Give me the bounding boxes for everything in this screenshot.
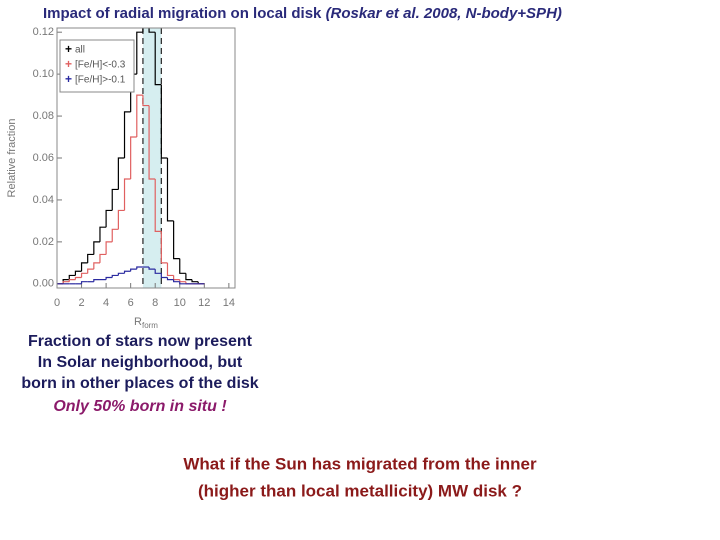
x-tick-label: 10: [174, 297, 186, 309]
histogram-step: [87, 253, 94, 263]
histogram-step: [105, 209, 113, 228]
legend-marker: +: [65, 57, 72, 71]
y-tick-label: 0.06: [33, 152, 54, 164]
y-tick-label: 0.00: [33, 278, 54, 290]
histogram-step: [154, 269, 162, 274]
histogram-step: [74, 270, 82, 276]
histogram-step: [142, 28, 144, 33]
x-tick-label: 6: [128, 297, 134, 309]
highlight-band: [142, 28, 162, 288]
histogram-step: [130, 268, 137, 272]
histogram-step: [154, 32, 162, 86]
plot: 0.00 0.02 0.04 0.06 0.08 0.10 0.12 0 2 4 6 8 10 12 14 +…: [6, 26, 236, 330]
legend-box: [59, 39, 135, 93]
y-tick-label: 0.02: [33, 236, 54, 248]
citation: (Roskar et al. 2008, N-body+SPH): [326, 5, 562, 22]
histogram-step: [68, 274, 76, 280]
note: Only 50% born in situ !: [53, 398, 227, 415]
histogram-step: [87, 268, 94, 274]
histogram-step: [136, 266, 143, 270]
caption-line: Fraction of stars now present: [28, 333, 253, 350]
histogram-step: [111, 228, 119, 242]
x-label-sub: form: [142, 321, 158, 330]
legend-marker: +: [65, 42, 72, 56]
x-tick-label: 0: [54, 297, 60, 309]
x-tick-label: 14: [223, 297, 235, 309]
histogram-step: [93, 279, 100, 282]
histogram-step: [123, 111, 131, 158]
histogram-step: [93, 241, 100, 255]
histogram-step: [160, 273, 168, 279]
histogram-step: [105, 241, 113, 255]
histogram-step: [160, 84, 168, 159]
histogram-step: [166, 158, 174, 222]
histogram-step: [173, 275, 180, 281]
histogram-step: [179, 281, 186, 285]
histogram-step: [117, 272, 125, 276]
y-tick-label: 0.10: [33, 68, 54, 80]
y-tick-label: 0.08: [33, 110, 54, 122]
histogram-step: [148, 28, 156, 33]
question-line: (higher than local metallicity) MW disk …: [198, 481, 522, 500]
histogram-step: [111, 188, 119, 211]
histogram-step: [136, 94, 143, 138]
histogram-step: [123, 270, 131, 274]
x-tick-label: 4: [103, 297, 109, 309]
slide-title: Impact of radial migration on local disk…: [43, 5, 562, 22]
plot-frame: [56, 27, 236, 289]
question-line: What if the Sun has migrated from the in…: [183, 454, 537, 473]
title-text: Impact of radial migration on local disk: [43, 5, 322, 22]
histogram-step: [173, 220, 180, 260]
caption-line: born in other places of the disk: [21, 375, 258, 392]
histogram-step: [117, 157, 125, 190]
caption-line: In Solar neighborhood, but: [38, 354, 243, 371]
histogram-step: [117, 209, 125, 230]
y-tick-label: 0.12: [33, 26, 54, 38]
histogram-step: [166, 277, 174, 281]
histogram-step: [191, 279, 199, 283]
histogram-step: [123, 178, 131, 211]
histogram-step: [130, 136, 137, 179]
histogram-step: [105, 276, 113, 280]
histogram-step: [80, 272, 88, 278]
x-axis-label: Rform: [134, 316, 158, 330]
histogram-step: [148, 105, 156, 180]
legend-label: [Fe/H]<-0.3: [75, 60, 126, 71]
y-axis-label: Relative fraction: [6, 119, 18, 198]
y-tick-label: 0.04: [33, 194, 54, 206]
legend-label: all: [75, 45, 85, 56]
histogram-step: [179, 279, 186, 283]
histogram-step: [179, 258, 186, 274]
histogram-step: [99, 253, 107, 263]
legend-marker: +: [65, 72, 72, 86]
x-tick-label: 8: [152, 297, 158, 309]
legend-label: [Fe/H]>-0.1: [75, 75, 126, 86]
histogram-step: [62, 281, 70, 284]
histogram-step: [142, 95, 150, 107]
histogram-step: [136, 31, 143, 75]
histogram-step: [68, 279, 76, 282]
histogram-step: [173, 279, 180, 283]
histogram-step: [80, 281, 88, 284]
x-label-main: R: [134, 316, 142, 328]
histogram-step: [99, 226, 107, 242]
histogram-step: [160, 231, 168, 264]
x-tick-label: 12: [198, 297, 210, 309]
histogram-step: [74, 276, 82, 280]
histogram-step: [148, 267, 156, 270]
histogram-step: [111, 274, 119, 278]
histogram-step: [166, 262, 174, 277]
histogram-step: [154, 178, 162, 232]
histogram-step: [93, 262, 100, 270]
x-tick-label: 2: [78, 297, 84, 309]
histogram-step: [185, 273, 193, 281]
histogram-step: [80, 262, 88, 272]
